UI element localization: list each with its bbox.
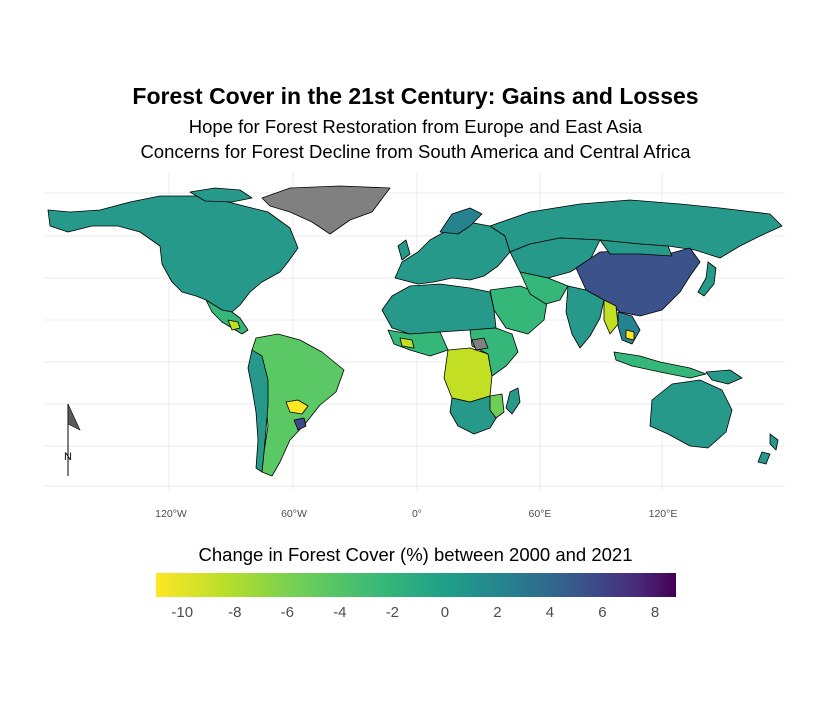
region-central-africa: [443, 347, 493, 403]
region-australia: [649, 379, 733, 449]
region-madagascar: [505, 387, 521, 415]
legend-tick-label: -4: [333, 604, 346, 621]
region-arctic-islands: [189, 187, 253, 203]
longitude-tick-label: 120°W: [155, 508, 187, 520]
region-paraguay: [285, 399, 309, 415]
legend-tick-label: 6: [598, 604, 606, 621]
region-japan: [697, 261, 717, 297]
longitude-axis: 120°W 60°W 0° 60°E 120°E: [155, 508, 677, 520]
region-west-africa: [387, 329, 449, 357]
legend-tick-label: -8: [228, 604, 241, 621]
region-horn-nodata: [471, 337, 489, 351]
region-mozambique: [489, 393, 505, 419]
region-southern-africa: [449, 395, 501, 435]
legend-tick-label: 8: [651, 604, 659, 621]
region-north-america: [47, 195, 299, 313]
north-arrow-label: N: [64, 451, 72, 463]
region-indochina: [617, 311, 641, 345]
legend-tick-label: 2: [493, 604, 501, 621]
region-new-guinea: [705, 369, 743, 385]
longitude-tick-label: 60°E: [529, 508, 552, 520]
region-british-isles: [397, 239, 411, 261]
legend-colorbar: [156, 573, 676, 597]
region-mongolia: [599, 239, 673, 257]
region-india: [565, 285, 605, 349]
legend-title: Change in Forest Cover (%) between 2000 …: [198, 544, 633, 565]
region-indonesia: [613, 351, 707, 379]
subtitle-decline: Concerns for Forest Decline from South A…: [140, 141, 691, 162]
legend-tick-label: -6: [281, 604, 294, 621]
region-greenland: [261, 185, 391, 235]
longitude-tick-label: 120°E: [649, 508, 678, 520]
region-scandinavia: [439, 207, 483, 235]
north-arrow: N: [64, 403, 81, 476]
legend-tick-label: -10: [171, 604, 193, 621]
longitude-tick-label: 60°W: [281, 508, 307, 520]
region-north-africa: [381, 283, 497, 335]
region-uruguay: [293, 417, 307, 431]
region-iran: [519, 271, 569, 305]
region-myanmar: [603, 299, 619, 335]
legend-tick-label: 4: [546, 604, 554, 621]
legend-tick-label: 0: [441, 604, 449, 621]
region-middle-east: [489, 285, 549, 335]
page-title: Forest Cover in the 21st Century: Gains …: [132, 83, 699, 109]
region-central-america-hotspot: [227, 319, 241, 331]
legend-tick-label: -2: [386, 604, 399, 621]
region-new-zealand: [757, 433, 779, 465]
region-andes: [247, 349, 269, 473]
legend-ticks: -10 -8 -6 -4 -2 0 2 4 6 8: [171, 573, 659, 621]
longitude-tick-label: 0°: [412, 508, 422, 520]
region-west-africa-hotspot: [399, 337, 415, 349]
subtitle-restoration: Hope for Forest Restoration from Europe …: [188, 116, 643, 137]
region-cambodia: [625, 329, 635, 341]
